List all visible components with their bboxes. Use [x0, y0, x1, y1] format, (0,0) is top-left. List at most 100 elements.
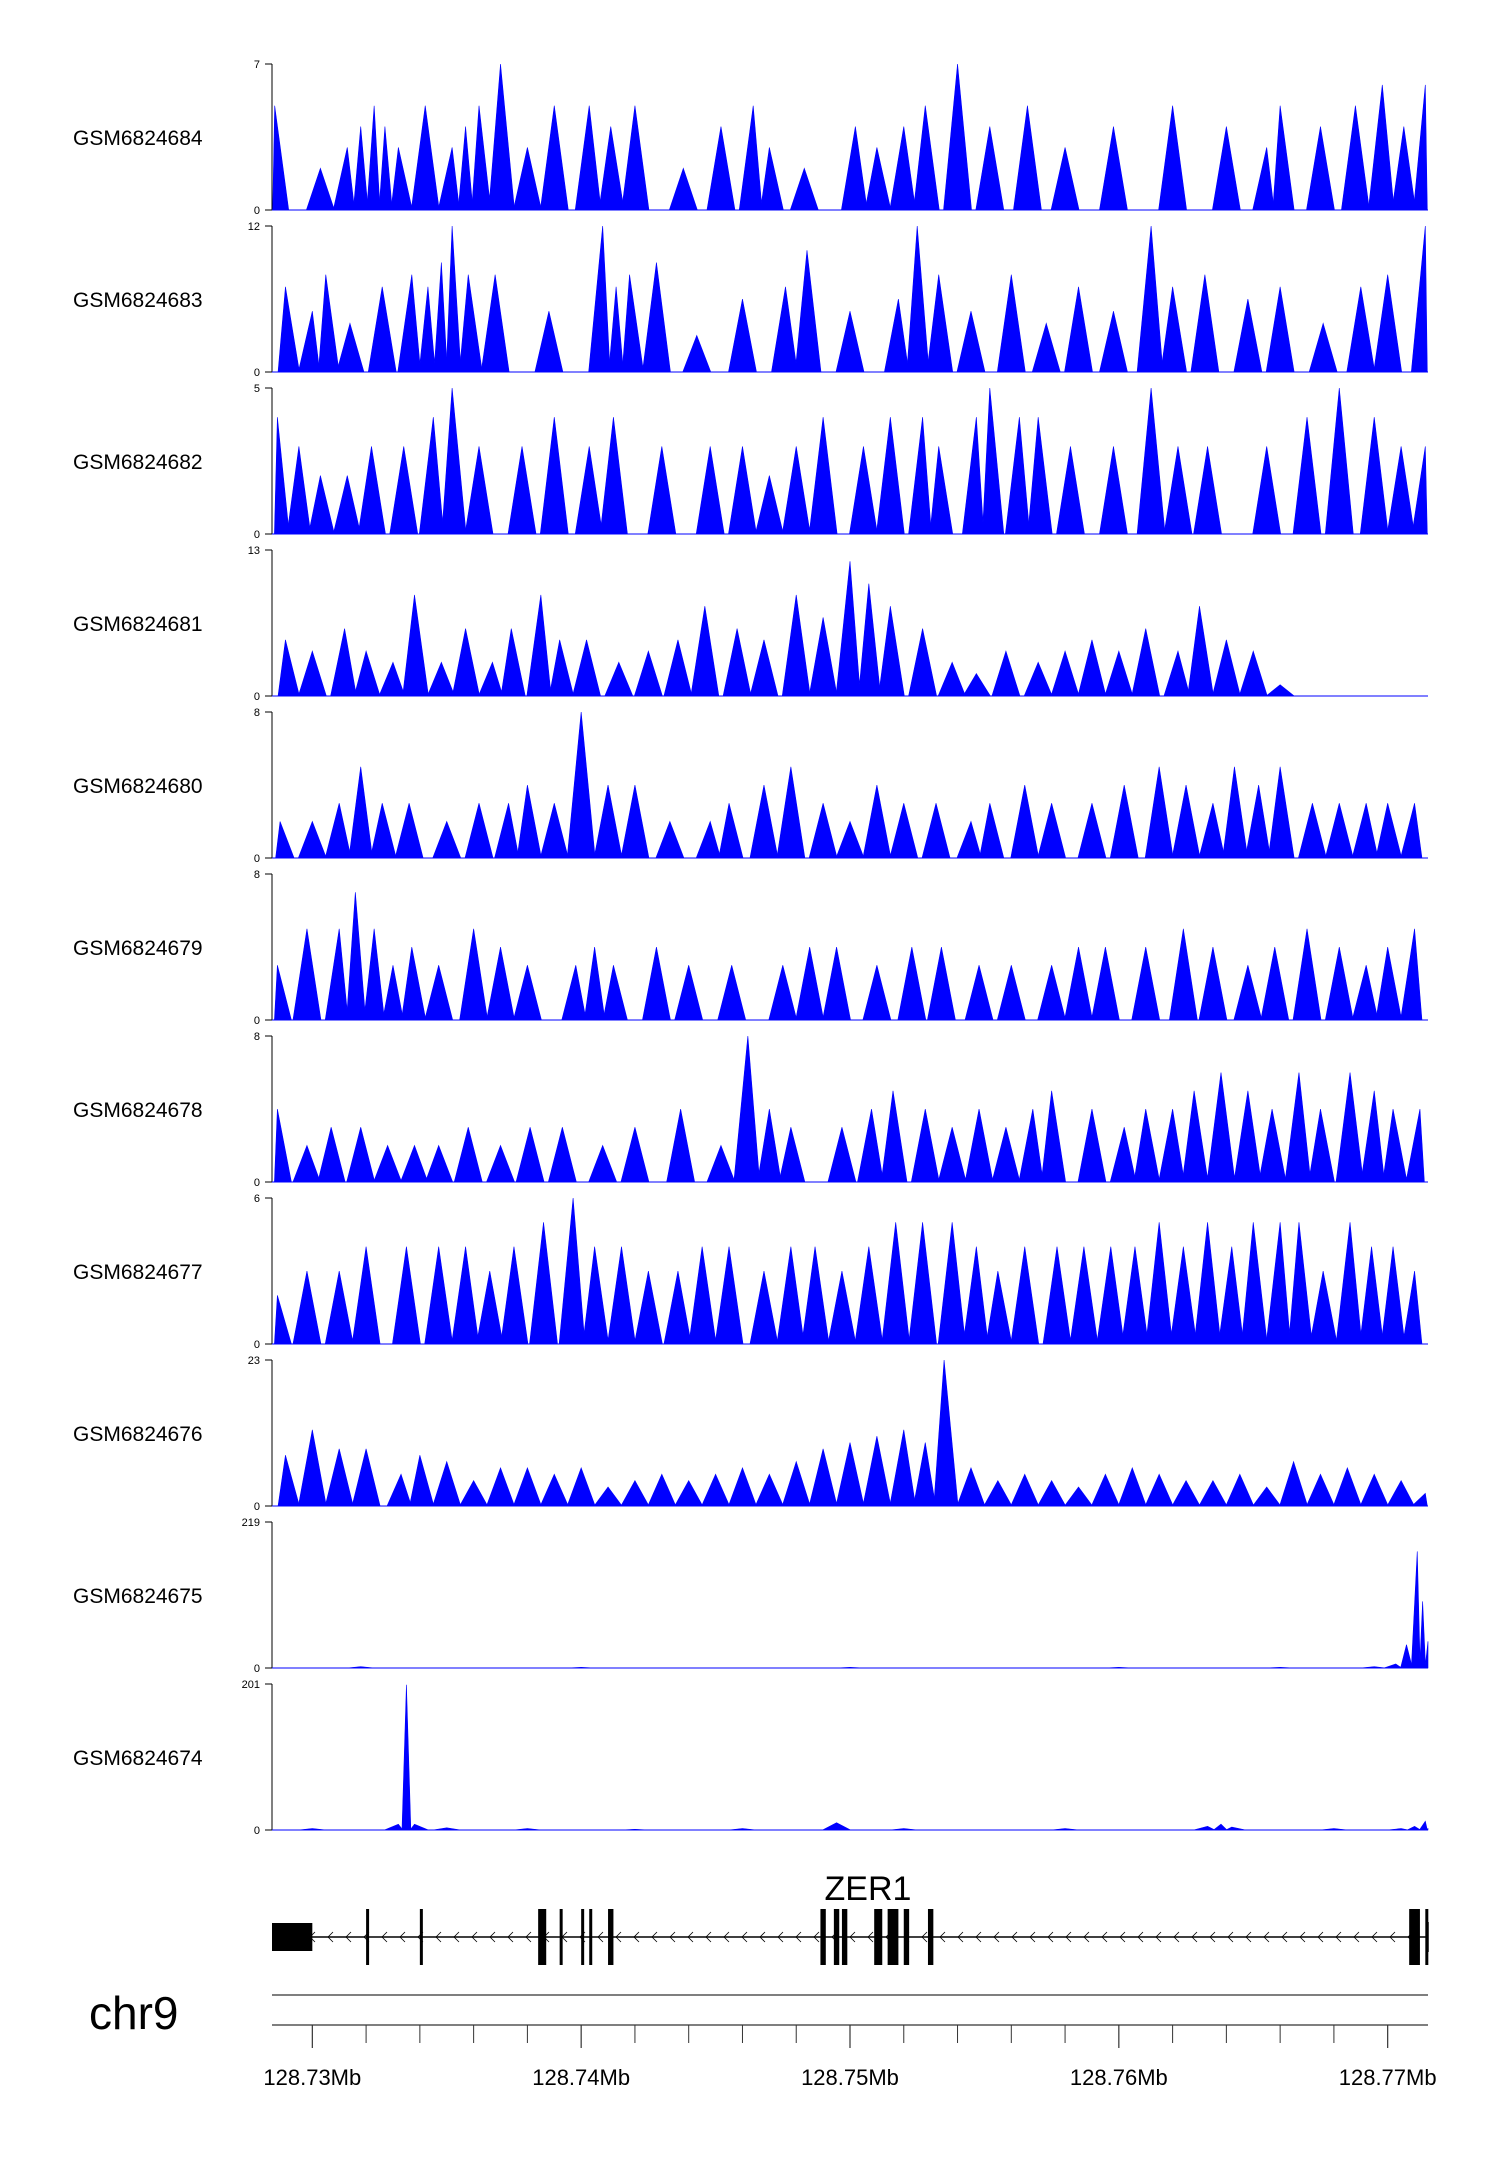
track-GSM6824676: GSM6824676 23 0	[73, 1355, 1428, 1513]
coverage-peak	[728, 446, 757, 535]
coverage-peak	[728, 298, 757, 373]
coverage-peak	[1109, 784, 1139, 859]
coverage-peak	[561, 965, 587, 1021]
strand-arrow	[327, 1931, 334, 1943]
coverage-peak	[835, 820, 865, 859]
coverage-peak	[1380, 1246, 1406, 1345]
coverage-peak	[599, 417, 628, 535]
coverage-peak	[1387, 1828, 1409, 1831]
coverage-peak	[1171, 1479, 1201, 1507]
coverage-peak	[507, 446, 537, 535]
coverage-peak	[913, 1442, 936, 1507]
coverage-peak	[1050, 650, 1080, 697]
coverage-peak	[962, 1246, 989, 1345]
coverage-peak	[486, 1144, 515, 1183]
coverage-peak	[808, 417, 838, 535]
coverage-peak	[771, 286, 798, 373]
coverage-peak	[1121, 1246, 1149, 1345]
strand-arrow	[1065, 1931, 1072, 1943]
coverage-peak	[962, 417, 985, 535]
track-GSM6824675: GSM6824675 219 0	[73, 1517, 1429, 1675]
coverage-peak	[336, 322, 365, 373]
coverage-peak	[854, 1246, 884, 1345]
coverage-peak	[346, 1666, 375, 1669]
y-axis-zero-label: 0	[254, 1339, 260, 1351]
track-GSM6824679: GSM6824679 8 0	[73, 869, 1428, 1027]
coverage-peak	[776, 766, 806, 859]
coverage-peak	[1051, 1828, 1080, 1831]
gene-exon	[903, 1909, 910, 1965]
coverage-peak	[781, 594, 811, 697]
coverage-peak	[366, 105, 381, 211]
coverage-peak	[1104, 1667, 1133, 1669]
gene-exon	[1409, 1909, 1420, 1965]
coverage-peak	[1042, 1246, 1072, 1345]
coverage-peak	[975, 126, 1005, 211]
coverage-peak	[1279, 1460, 1308, 1507]
coverage-peak	[1233, 1090, 1262, 1183]
coverage-peak	[1212, 1823, 1228, 1831]
coverage-peak	[857, 1108, 884, 1183]
coverage-peak	[982, 387, 1005, 535]
coverage-peak	[1010, 784, 1040, 859]
y-axis-zero-label: 0	[254, 367, 260, 379]
strand-arrow	[597, 1931, 604, 1943]
coverage-peak	[996, 274, 1026, 373]
x-axis-tick-label: 128.76Mb	[1070, 2065, 1168, 2090]
coverage-peak	[1099, 311, 1128, 373]
y-axis-max-label: 219	[242, 1517, 260, 1529]
coverage-peak	[539, 803, 569, 859]
strand-arrow	[993, 1931, 1000, 1943]
coverage-peak	[1077, 803, 1107, 859]
coverage-peak	[858, 583, 881, 697]
coverage-peak	[1288, 1222, 1313, 1345]
coverage-peak	[1198, 803, 1226, 859]
strand-arrow	[651, 1931, 658, 1943]
coverage-peak	[346, 1127, 376, 1183]
coverage-peak	[1367, 84, 1395, 211]
coverage-peak	[862, 1436, 892, 1507]
coverage-peak	[1335, 1222, 1363, 1345]
coverage-peak	[488, 63, 515, 211]
coverage-peak	[464, 446, 494, 535]
coverage-peak	[647, 1473, 677, 1507]
coverage-peak	[682, 334, 712, 373]
coverage-peak	[539, 417, 569, 535]
coverage-peak	[582, 1246, 609, 1345]
strand-arrow	[1101, 1931, 1108, 1943]
coverage-peak	[1169, 928, 1198, 1021]
strand-arrow	[525, 1931, 532, 1943]
coverage-peak	[1144, 766, 1174, 859]
track-GSM6824682: GSM6824682 5 0	[73, 383, 1428, 541]
gene-name-label: ZER1	[825, 1870, 912, 1908]
coverage-peak	[539, 1473, 569, 1507]
gene-exon	[887, 1909, 899, 1965]
gene-exon	[608, 1909, 614, 1965]
coverage-peak	[367, 286, 397, 373]
coverage-peak	[1252, 147, 1275, 211]
coverage-peak	[714, 1246, 744, 1345]
coverage-peak	[1109, 1127, 1137, 1183]
coverage-peak	[718, 803, 744, 859]
y-axis-max-label: 6	[254, 1193, 260, 1205]
x-axis-tick-label: 128.74Mb	[532, 2065, 630, 2090]
coverage-peak	[733, 1035, 760, 1183]
coverage-peak	[943, 63, 972, 211]
coverage-peak	[642, 946, 671, 1021]
track-label: GSM6824677	[73, 1261, 203, 1284]
coverage-peak	[1037, 1479, 1067, 1507]
coverage-peak	[1407, 1826, 1422, 1831]
strand-arrow	[669, 1931, 676, 1943]
coverage-peak	[277, 1455, 300, 1507]
coverage-peak	[332, 147, 356, 211]
coverage-peak	[1225, 1826, 1246, 1831]
coverage-peak	[1077, 1108, 1107, 1183]
y-axis-max-label: 8	[254, 869, 260, 881]
coverage-peak	[663, 1270, 692, 1345]
coverage-peak	[500, 628, 526, 697]
coverage-peak	[822, 946, 851, 1021]
track-label: GSM6824676	[73, 1423, 203, 1446]
coverage-peak	[808, 1448, 838, 1507]
coverage-peak	[862, 965, 892, 1021]
coverage-peak	[459, 274, 483, 373]
